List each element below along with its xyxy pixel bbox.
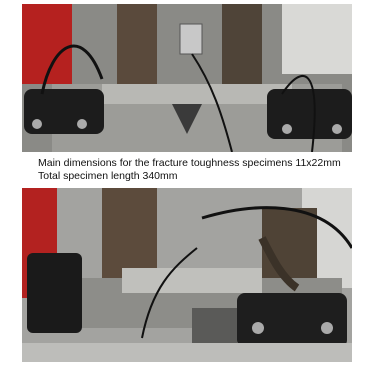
caption-line: Main dimensions for the fracture toughne… bbox=[38, 157, 341, 169]
bottom-photo bbox=[22, 188, 352, 362]
caption-line: Total specimen length 340mm bbox=[38, 170, 178, 182]
caption: Main dimensions for the fracture toughne… bbox=[38, 157, 341, 183]
top-photo bbox=[22, 4, 352, 152]
